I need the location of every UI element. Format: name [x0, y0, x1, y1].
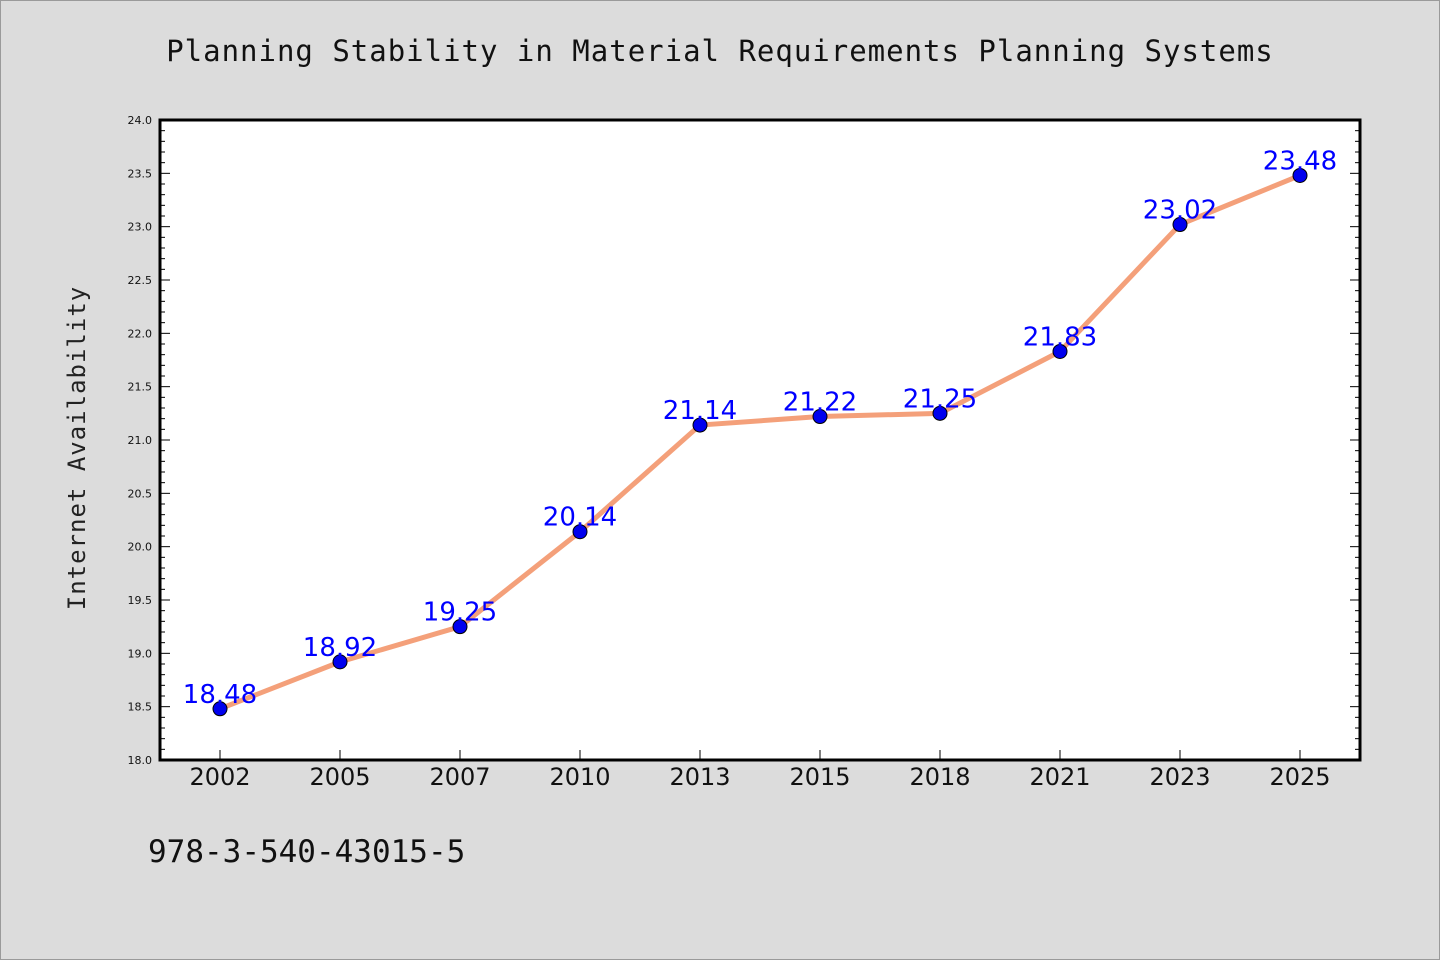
data-point [452, 619, 468, 635]
y-tick-label: 22.5 [128, 274, 153, 287]
data-label: 21.25 [903, 384, 977, 414]
y-tick-label: 20.5 [128, 487, 153, 500]
data-label: 18.48 [183, 680, 257, 710]
data-label: 21.83 [1023, 322, 1097, 352]
data-point [932, 405, 948, 421]
data-label: 23.48 [1263, 146, 1337, 176]
data-labels: 18.48 18.92 19.25 20.14 21.14 21.22 21.25 21.83… [183, 146, 1337, 709]
data-label: 20.14 [543, 503, 617, 533]
data-point [812, 409, 828, 425]
chart-title: Planning Stability in Material Requireme… [166, 34, 1274, 68]
y-tick-label: 19.0 [128, 647, 153, 660]
series-layer [212, 167, 1308, 717]
data-label: 21.14 [663, 396, 737, 426]
data-label: 23.02 [1143, 196, 1217, 226]
y-tick-label: 18.0 [128, 754, 153, 767]
data-point [692, 417, 708, 433]
plot-background [158, 118, 1362, 762]
isbn-annotation: 978-3-540-43015-5 [148, 834, 466, 870]
data-label: 19.25 [423, 598, 497, 628]
y-tick-label: 24.0 [128, 114, 153, 127]
y-tick-label: 23.0 [128, 221, 153, 234]
x-tick-label: 2025 [1269, 763, 1330, 791]
data-label: 21.22 [783, 388, 857, 418]
data-point [332, 654, 348, 670]
y-tick-label: 21.5 [128, 381, 153, 394]
y-tick-label: 18.5 [128, 701, 153, 714]
x-tick-label: 2002 [189, 763, 250, 791]
y-tick-label: 19.5 [128, 594, 153, 607]
x-tick-label: 2023 [1149, 763, 1210, 791]
x-axis: 2002 2005 2007 2010 2013 2015 2018 2021 2023 2025 [189, 750, 1331, 791]
x-tick-label: 2007 [429, 763, 490, 791]
data-point [1052, 343, 1068, 359]
x-tick-label: 2010 [549, 763, 610, 791]
data-point [1292, 167, 1308, 183]
data-point [212, 701, 228, 717]
x-tick-label: 2005 [309, 763, 370, 791]
y-tick-label: 23.5 [128, 167, 153, 180]
series-line [217, 172, 1303, 712]
data-point [1172, 217, 1188, 233]
y-tick-label: 20.0 [128, 541, 153, 554]
y-tick-label: 22.0 [128, 327, 153, 340]
x-tick-label: 2018 [909, 763, 970, 791]
x-tick-label: 2015 [789, 763, 850, 791]
data-label: 18.92 [303, 633, 377, 663]
x-tick-label: 2021 [1029, 763, 1090, 791]
data-point [572, 524, 588, 540]
y-axis: 18.0 18.5 19.0 19.5 20.0 20.5 21.0 21.5 22.0 22.5… [128, 114, 1360, 767]
y-tick-label: 21.0 [128, 434, 153, 447]
x-tick-label: 2013 [669, 763, 730, 791]
